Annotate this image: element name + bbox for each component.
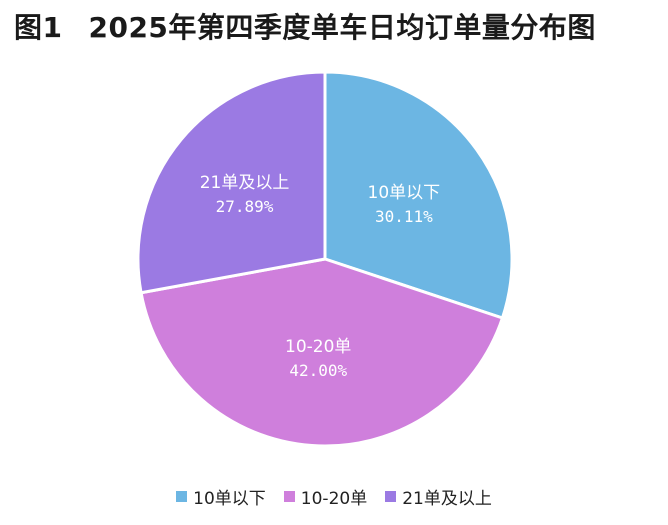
legend-swatch-2 — [385, 491, 397, 502]
slice-value-1: 42.00% — [289, 361, 347, 380]
legend-item-1: 10-20单 — [283, 484, 368, 509]
pie-chart: 10单以下 30.11% 10-20单 42.00% 21单及以上 27.89% — [136, 70, 514, 448]
slice-label-2: 21单及以上 — [200, 173, 290, 193]
slice-label-1: 10-20单 — [285, 337, 351, 357]
slice-value-0: 30.11% — [375, 207, 433, 226]
pie-slice-0 — [323, 70, 514, 320]
legend: 10单以下 10-20单 21单及以上 — [0, 484, 668, 509]
legend-swatch-0 — [176, 491, 188, 502]
slice-label-0: 10单以下 — [368, 183, 441, 203]
legend-swatch-1 — [283, 491, 295, 502]
pie-slice-2 — [136, 70, 327, 295]
chart-title: 图1 2025年第四季度单车日均订单量分布图 — [14, 6, 596, 46]
legend-item-2: 21单及以上 — [385, 484, 492, 509]
legend-label-0: 10单以下 — [193, 489, 266, 509]
legend-label-1: 10-20单 — [300, 489, 368, 509]
title-text: 2025年第四季度单车日均订单量分布图 — [88, 11, 596, 44]
legend-item-0: 10单以下 — [176, 484, 266, 509]
legend-label-2: 21单及以上 — [402, 489, 492, 509]
figure-label: 图1 — [14, 11, 63, 44]
pie-slice-1 — [139, 257, 505, 448]
slice-value-2: 27.89% — [216, 197, 274, 216]
